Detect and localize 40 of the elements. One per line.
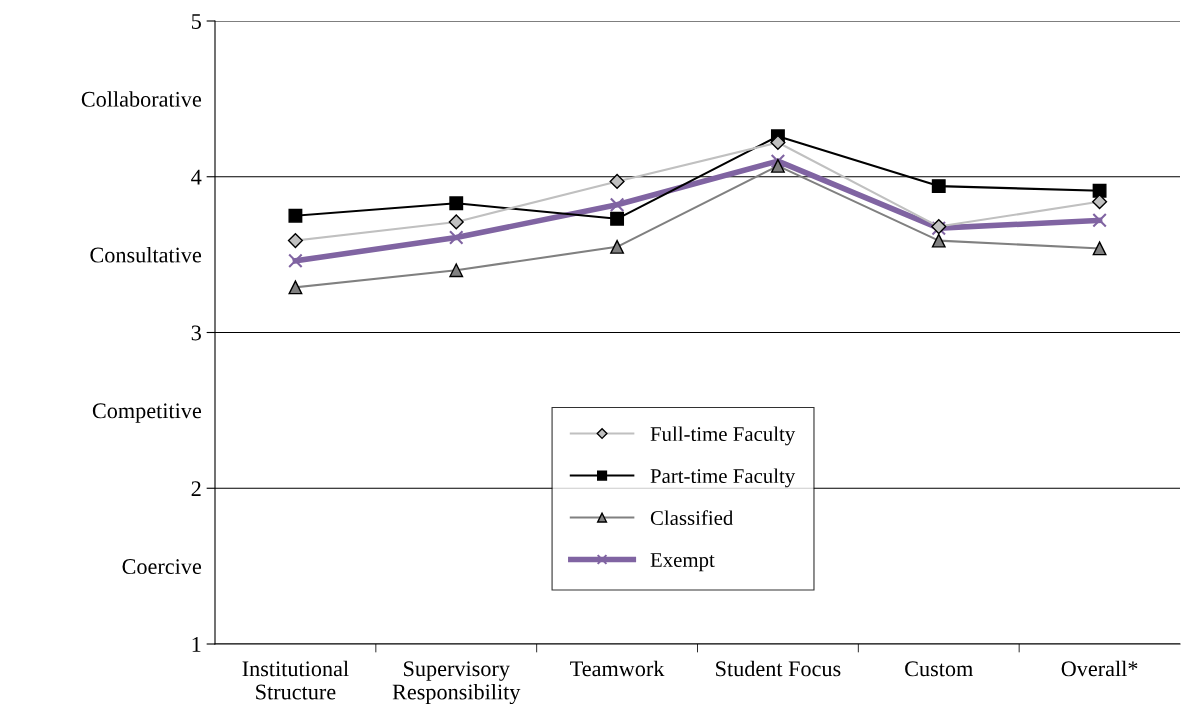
point <box>288 253 303 269</box>
y-tick-label: 2 <box>191 481 201 496</box>
point <box>449 196 464 211</box>
x-tick-label: Overall* <box>1061 660 1138 677</box>
point <box>770 153 786 169</box>
y-tick-label: Competitive <box>92 403 202 423</box>
legend-label: Full-time Faculty <box>650 426 796 446</box>
point <box>288 208 303 223</box>
point <box>448 214 464 230</box>
point <box>770 158 785 173</box>
y-tick-label: 4 <box>191 169 202 185</box>
y-tick-label: 3 <box>191 325 201 341</box>
point <box>931 233 946 248</box>
x-tick-label: Custom <box>905 661 973 677</box>
legend-label: Part-time Faculty <box>650 468 796 488</box>
point <box>610 239 625 254</box>
x-tick-label: Teamwork <box>570 660 665 677</box>
y-tick-label: 1 <box>192 637 201 652</box>
point <box>931 179 946 194</box>
y-tick-label: Consultative <box>90 246 202 263</box>
point <box>448 230 464 245</box>
y-tick-label: Collaborative <box>81 91 202 107</box>
point <box>1092 213 1107 228</box>
y-tick-label: Coercive <box>122 559 202 575</box>
point <box>1092 241 1107 256</box>
point <box>449 263 464 278</box>
x-tick-label: Student Focus <box>716 660 841 677</box>
y-tick-label: 5 <box>191 14 201 29</box>
legend-label: Classified <box>650 510 734 526</box>
point <box>288 280 303 295</box>
x-tick-label: Institutional Structure <box>242 660 349 700</box>
x-tick-label: Supervisory Responsibility <box>392 661 521 705</box>
point <box>609 197 625 213</box>
point <box>610 211 625 226</box>
point <box>609 173 625 189</box>
point <box>287 233 303 249</box>
point <box>770 134 786 151</box>
point <box>1092 194 1108 210</box>
point <box>1092 183 1107 198</box>
legend-label: Exempt <box>650 553 715 572</box>
